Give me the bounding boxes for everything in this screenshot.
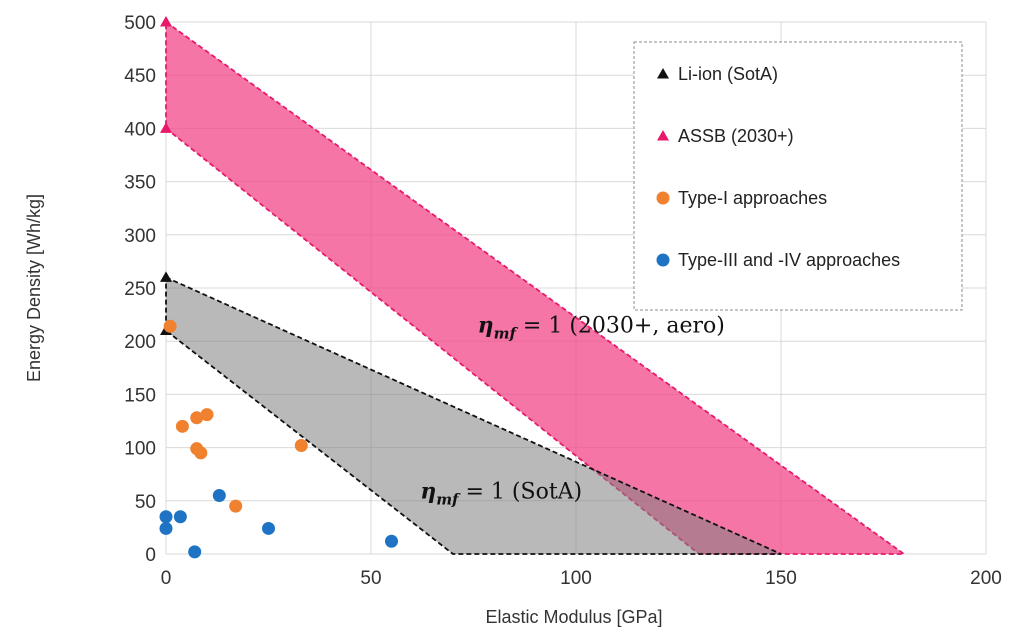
x-axis-title: Elastic Modulus [GPa] bbox=[485, 607, 662, 627]
y-tick-label: 400 bbox=[124, 119, 156, 140]
y-tick-label: 0 bbox=[145, 545, 156, 566]
y-tick-label: 300 bbox=[124, 226, 156, 247]
point-type-i-approaches bbox=[163, 319, 177, 333]
region-annotations: ηmf = 1 (2030+, aero) ηmf = 1 (SotA) bbox=[420, 313, 725, 509]
legend-box bbox=[633, 41, 963, 311]
point-type-i-approaches bbox=[194, 446, 208, 460]
legend-label: Type-III and -IV approaches bbox=[678, 250, 900, 270]
point-type-iii-and-iv-approaches bbox=[262, 521, 275, 535]
y-tick-label: 200 bbox=[124, 332, 156, 353]
y-axis-title: Energy Density [Wh/kg] bbox=[24, 194, 44, 382]
point-assb-2030- bbox=[160, 122, 172, 133]
legend-marker bbox=[657, 68, 669, 79]
point-type-iii-and-iv-approaches bbox=[385, 534, 398, 548]
axis-ticks: 0 50 100 150 200 250 300 350 400 450 500 0 50 100 150 2… bbox=[124, 13, 1002, 589]
y-tick-label: 450 bbox=[124, 66, 156, 87]
x-tick-label: 200 bbox=[970, 568, 1002, 589]
point-assb-2030- bbox=[160, 16, 172, 27]
point-type-iii-and-iv-approaches bbox=[188, 545, 202, 559]
point-type-i-approaches bbox=[190, 411, 204, 425]
region-label-1: ηmf = 1 (SotA) bbox=[420, 479, 582, 509]
y-tick-label: 150 bbox=[124, 385, 156, 406]
efficiency-regions bbox=[165, 20, 907, 555]
point-type-i-approaches bbox=[175, 419, 189, 433]
point-type-i-approaches bbox=[229, 499, 243, 513]
region-label-0: ηmf = 1 (2030+, aero) bbox=[478, 313, 725, 343]
point-type-iii-and-iv-approaches bbox=[159, 521, 173, 535]
y-tick-label: 50 bbox=[135, 492, 156, 513]
y-tick-label: 500 bbox=[124, 13, 156, 34]
legend-marker bbox=[657, 130, 669, 141]
legend-label: Type-I approaches bbox=[678, 188, 827, 208]
point-li-ion-sota- bbox=[160, 271, 172, 282]
point-type-iii-and-iv-approaches bbox=[173, 510, 187, 524]
legend-label: Li-ion (SotA) bbox=[678, 64, 778, 84]
legend-label: ASSB (2030+) bbox=[678, 126, 794, 146]
y-tick-label: 350 bbox=[124, 173, 156, 194]
y-tick-label: 250 bbox=[124, 279, 156, 300]
x-tick-label: 50 bbox=[360, 568, 381, 589]
x-tick-label: 150 bbox=[765, 568, 797, 589]
point-type-i-approaches bbox=[200, 408, 214, 422]
point-type-i-approaches bbox=[294, 438, 308, 452]
x-tick-label: 0 bbox=[161, 568, 172, 589]
legend-marker bbox=[656, 253, 670, 267]
data-points bbox=[159, 16, 398, 559]
point-type-iii-and-iv-approaches bbox=[212, 488, 226, 502]
legend-marker bbox=[656, 191, 670, 205]
y-tick-label: 100 bbox=[124, 439, 156, 460]
region-1 bbox=[165, 275, 782, 555]
x-tick-label: 100 bbox=[560, 568, 592, 589]
legend: Li-ion (SotA) ASSB (2030+) Type-I approach… bbox=[633, 41, 963, 311]
point-type-iii-and-iv-approaches bbox=[159, 510, 173, 524]
